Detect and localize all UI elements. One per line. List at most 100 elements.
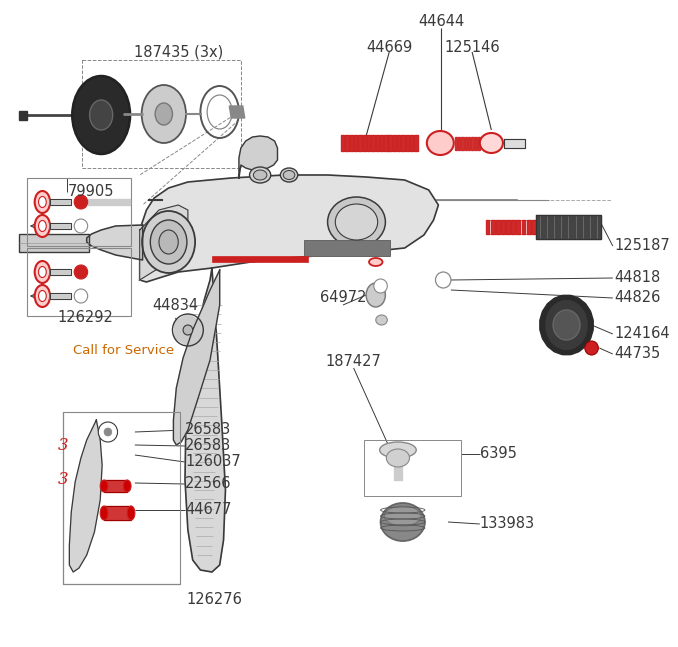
Polygon shape — [87, 225, 142, 260]
Bar — [62, 412, 180, 584]
Polygon shape — [188, 322, 201, 338]
Text: 6395: 6395 — [480, 446, 517, 461]
Polygon shape — [188, 330, 201, 346]
Circle shape — [104, 428, 112, 436]
Polygon shape — [586, 329, 593, 338]
Polygon shape — [542, 337, 551, 346]
Ellipse shape — [35, 215, 50, 237]
Polygon shape — [589, 320, 593, 329]
Ellipse shape — [254, 170, 267, 180]
Polygon shape — [577, 298, 586, 307]
Text: 125187: 125187 — [615, 239, 671, 254]
Polygon shape — [468, 137, 471, 150]
Polygon shape — [405, 135, 409, 151]
Bar — [19, 234, 89, 252]
Text: 64972: 64972 — [320, 291, 366, 305]
Polygon shape — [485, 220, 490, 234]
Bar — [27, 178, 131, 246]
Ellipse shape — [155, 103, 172, 125]
Polygon shape — [363, 135, 366, 151]
Text: 44834: 44834 — [153, 298, 199, 314]
Polygon shape — [174, 322, 188, 338]
Ellipse shape — [39, 197, 46, 208]
Polygon shape — [586, 312, 593, 321]
Text: 44818: 44818 — [615, 270, 661, 285]
Text: 22566: 22566 — [185, 476, 231, 492]
Polygon shape — [521, 220, 525, 234]
Polygon shape — [50, 293, 71, 299]
Text: 126276: 126276 — [186, 593, 242, 608]
Ellipse shape — [336, 204, 378, 240]
Ellipse shape — [142, 85, 186, 143]
Polygon shape — [461, 137, 464, 150]
Text: 3: 3 — [58, 472, 69, 488]
Text: 124164: 124164 — [615, 327, 671, 342]
Circle shape — [74, 289, 87, 303]
Polygon shape — [504, 139, 525, 148]
Ellipse shape — [151, 220, 187, 264]
Polygon shape — [414, 135, 418, 151]
Ellipse shape — [380, 503, 425, 541]
Circle shape — [74, 265, 87, 279]
Bar — [82, 60, 241, 168]
Polygon shape — [506, 220, 510, 234]
Text: 26583: 26583 — [185, 422, 231, 437]
Polygon shape — [532, 220, 536, 234]
Text: Call for Service: Call for Service — [73, 344, 174, 356]
Polygon shape — [475, 137, 477, 150]
Polygon shape — [397, 135, 401, 151]
Ellipse shape — [100, 480, 108, 492]
Polygon shape — [555, 348, 563, 355]
Ellipse shape — [542, 298, 591, 352]
Circle shape — [74, 219, 87, 233]
Polygon shape — [19, 111, 27, 120]
Polygon shape — [582, 304, 591, 313]
Circle shape — [98, 422, 117, 442]
Circle shape — [374, 279, 387, 293]
Polygon shape — [491, 220, 494, 234]
Text: 133983: 133983 — [480, 516, 535, 531]
Ellipse shape — [159, 230, 178, 254]
Polygon shape — [548, 344, 557, 351]
Polygon shape — [380, 135, 383, 151]
Polygon shape — [174, 330, 188, 346]
Ellipse shape — [35, 191, 50, 213]
Polygon shape — [563, 295, 571, 300]
Bar — [304, 240, 391, 256]
Polygon shape — [50, 223, 71, 229]
Polygon shape — [350, 135, 353, 151]
Text: 126292: 126292 — [58, 311, 114, 325]
Text: 126037: 126037 — [185, 454, 241, 470]
Polygon shape — [501, 220, 505, 234]
Polygon shape — [239, 136, 277, 178]
Ellipse shape — [376, 315, 387, 325]
Ellipse shape — [123, 480, 131, 492]
Polygon shape — [69, 420, 102, 572]
Ellipse shape — [480, 133, 503, 153]
Polygon shape — [542, 304, 551, 313]
Polygon shape — [410, 135, 414, 151]
Ellipse shape — [73, 76, 130, 154]
Polygon shape — [458, 137, 460, 150]
Polygon shape — [401, 135, 405, 151]
Text: 187427: 187427 — [325, 355, 382, 369]
Circle shape — [435, 272, 451, 288]
Text: 44677: 44677 — [185, 503, 231, 518]
Ellipse shape — [183, 325, 193, 335]
Polygon shape — [50, 199, 71, 205]
Polygon shape — [517, 220, 520, 234]
Ellipse shape — [89, 100, 113, 130]
Polygon shape — [174, 270, 220, 445]
Polygon shape — [540, 320, 544, 329]
Bar — [27, 248, 131, 316]
Text: 44644: 44644 — [418, 14, 464, 30]
Polygon shape — [536, 215, 601, 239]
Polygon shape — [376, 135, 379, 151]
Ellipse shape — [283, 171, 295, 179]
Text: 79905: 79905 — [67, 184, 114, 199]
Ellipse shape — [35, 285, 50, 307]
Polygon shape — [455, 137, 457, 150]
Text: 44826: 44826 — [615, 291, 661, 305]
Polygon shape — [188, 314, 201, 330]
Polygon shape — [577, 344, 586, 351]
